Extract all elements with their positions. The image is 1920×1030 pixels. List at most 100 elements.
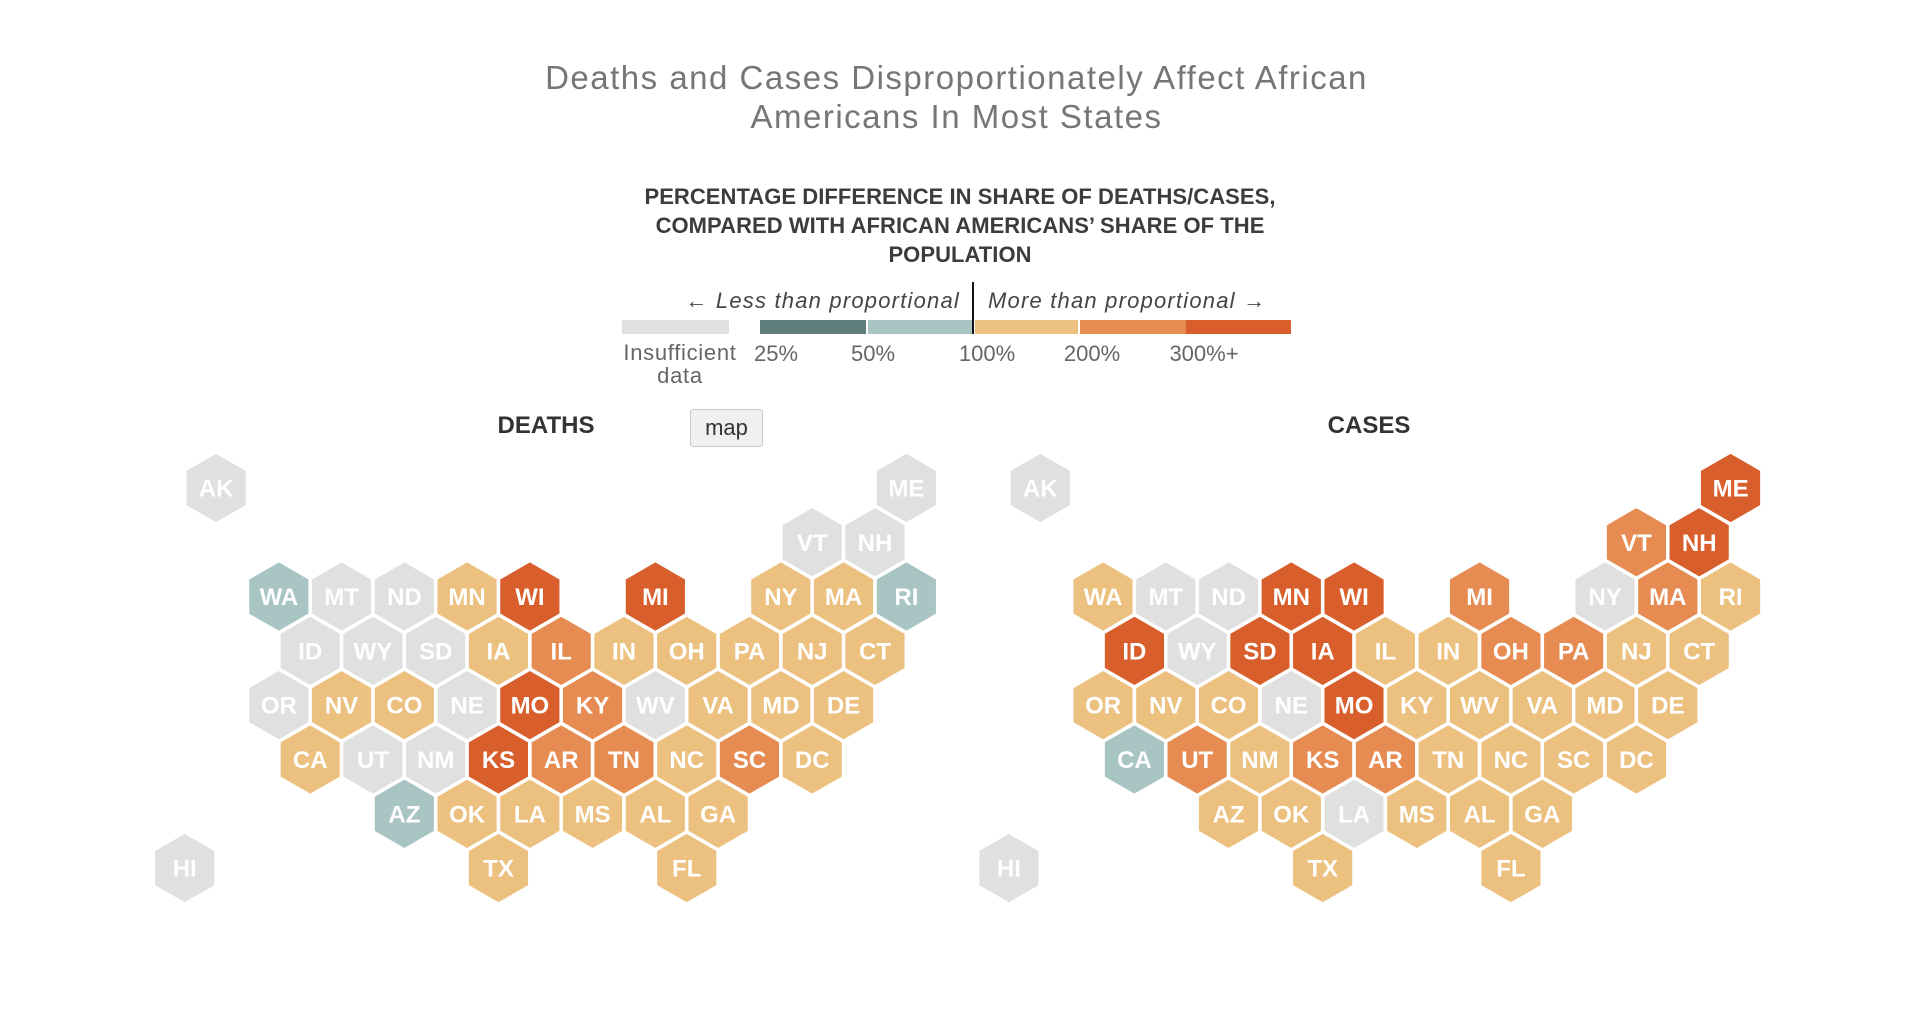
svg-text:WI: WI: [1339, 584, 1368, 611]
svg-text:VA: VA: [1527, 693, 1559, 720]
svg-text:MO: MO: [511, 693, 550, 720]
svg-text:TN: TN: [608, 747, 640, 774]
svg-text:NC: NC: [1494, 747, 1529, 774]
svg-text:OR: OR: [261, 693, 297, 720]
svg-text:NH: NH: [1682, 530, 1717, 557]
svg-text:ME: ME: [1713, 476, 1749, 503]
svg-text:DE: DE: [827, 693, 860, 720]
svg-text:UT: UT: [1181, 747, 1213, 774]
svg-text:IL: IL: [551, 638, 572, 665]
svg-text:DC: DC: [795, 747, 830, 774]
svg-text:MT: MT: [324, 584, 359, 611]
svg-text:MO: MO: [1335, 693, 1374, 720]
svg-text:NC: NC: [669, 747, 704, 774]
svg-text:PA: PA: [1558, 638, 1590, 665]
svg-text:MS: MS: [575, 801, 611, 828]
svg-text:AR: AR: [1368, 747, 1403, 774]
svg-text:TN: TN: [1432, 747, 1464, 774]
svg-text:MA: MA: [1649, 584, 1686, 611]
svg-text:NY: NY: [764, 584, 797, 611]
svg-text:ID: ID: [1122, 638, 1146, 665]
svg-text:TX: TX: [483, 856, 514, 883]
svg-text:KY: KY: [1400, 693, 1433, 720]
svg-text:NV: NV: [325, 693, 358, 720]
svg-text:CT: CT: [859, 638, 891, 665]
svg-text:WV: WV: [636, 693, 675, 720]
svg-text:HI: HI: [997, 856, 1021, 883]
svg-text:IA: IA: [1311, 638, 1335, 665]
svg-text:AL: AL: [639, 801, 671, 828]
svg-text:CT: CT: [1683, 638, 1715, 665]
svg-text:OK: OK: [449, 801, 486, 828]
svg-text:LA: LA: [514, 801, 546, 828]
svg-text:UT: UT: [357, 747, 389, 774]
svg-text:KS: KS: [482, 747, 515, 774]
svg-text:OH: OH: [669, 638, 705, 665]
svg-text:AK: AK: [199, 476, 234, 503]
svg-text:HI: HI: [173, 856, 197, 883]
svg-text:AR: AR: [544, 747, 579, 774]
svg-text:MD: MD: [1586, 693, 1623, 720]
svg-text:KS: KS: [1306, 747, 1339, 774]
svg-text:PA: PA: [734, 638, 766, 665]
svg-text:IN: IN: [612, 638, 636, 665]
svg-text:CO: CO: [386, 693, 422, 720]
svg-text:IA: IA: [487, 638, 511, 665]
svg-text:DC: DC: [1619, 747, 1654, 774]
svg-text:TX: TX: [1307, 856, 1338, 883]
svg-text:AZ: AZ: [388, 801, 420, 828]
svg-text:GA: GA: [700, 801, 736, 828]
svg-text:ND: ND: [387, 584, 422, 611]
svg-text:FL: FL: [1496, 856, 1525, 883]
svg-text:NH: NH: [858, 530, 893, 557]
svg-text:WV: WV: [1460, 693, 1499, 720]
svg-text:GA: GA: [1524, 801, 1560, 828]
svg-text:AL: AL: [1464, 801, 1496, 828]
svg-text:LA: LA: [1338, 801, 1370, 828]
svg-text:SD: SD: [1243, 638, 1276, 665]
svg-text:MA: MA: [825, 584, 862, 611]
svg-text:VT: VT: [797, 530, 828, 557]
svg-text:WY: WY: [1178, 638, 1217, 665]
svg-text:AK: AK: [1023, 476, 1058, 503]
svg-text:MI: MI: [1466, 584, 1493, 611]
svg-text:MS: MS: [1399, 801, 1435, 828]
svg-text:AZ: AZ: [1213, 801, 1245, 828]
svg-text:SD: SD: [419, 638, 452, 665]
svg-text:NM: NM: [417, 747, 454, 774]
svg-text:NJ: NJ: [1621, 638, 1652, 665]
svg-text:WI: WI: [515, 584, 544, 611]
svg-text:SC: SC: [733, 747, 766, 774]
svg-text:IN: IN: [1436, 638, 1460, 665]
svg-text:NV: NV: [1149, 693, 1182, 720]
svg-text:OH: OH: [1493, 638, 1529, 665]
svg-text:CA: CA: [293, 747, 328, 774]
svg-text:NM: NM: [1241, 747, 1278, 774]
svg-text:ME: ME: [888, 476, 924, 503]
svg-text:WA: WA: [1084, 584, 1123, 611]
svg-text:KY: KY: [576, 693, 609, 720]
svg-text:NE: NE: [1275, 693, 1308, 720]
svg-text:NY: NY: [1588, 584, 1621, 611]
svg-text:CO: CO: [1211, 693, 1247, 720]
svg-text:OR: OR: [1085, 693, 1121, 720]
svg-text:CA: CA: [1117, 747, 1152, 774]
svg-text:RI: RI: [1719, 584, 1743, 611]
svg-text:MD: MD: [762, 693, 799, 720]
svg-text:WY: WY: [354, 638, 393, 665]
svg-text:VA: VA: [702, 693, 734, 720]
svg-text:MI: MI: [642, 584, 669, 611]
svg-text:MT: MT: [1148, 584, 1183, 611]
svg-text:FL: FL: [672, 856, 701, 883]
svg-text:WA: WA: [260, 584, 299, 611]
svg-text:NJ: NJ: [797, 638, 828, 665]
svg-text:MN: MN: [448, 584, 485, 611]
svg-text:VT: VT: [1621, 530, 1652, 557]
svg-text:IL: IL: [1375, 638, 1396, 665]
svg-text:RI: RI: [894, 584, 918, 611]
svg-text:OK: OK: [1273, 801, 1310, 828]
svg-text:SC: SC: [1557, 747, 1590, 774]
svg-text:NE: NE: [450, 693, 483, 720]
svg-text:ND: ND: [1211, 584, 1246, 611]
svg-text:ID: ID: [298, 638, 322, 665]
